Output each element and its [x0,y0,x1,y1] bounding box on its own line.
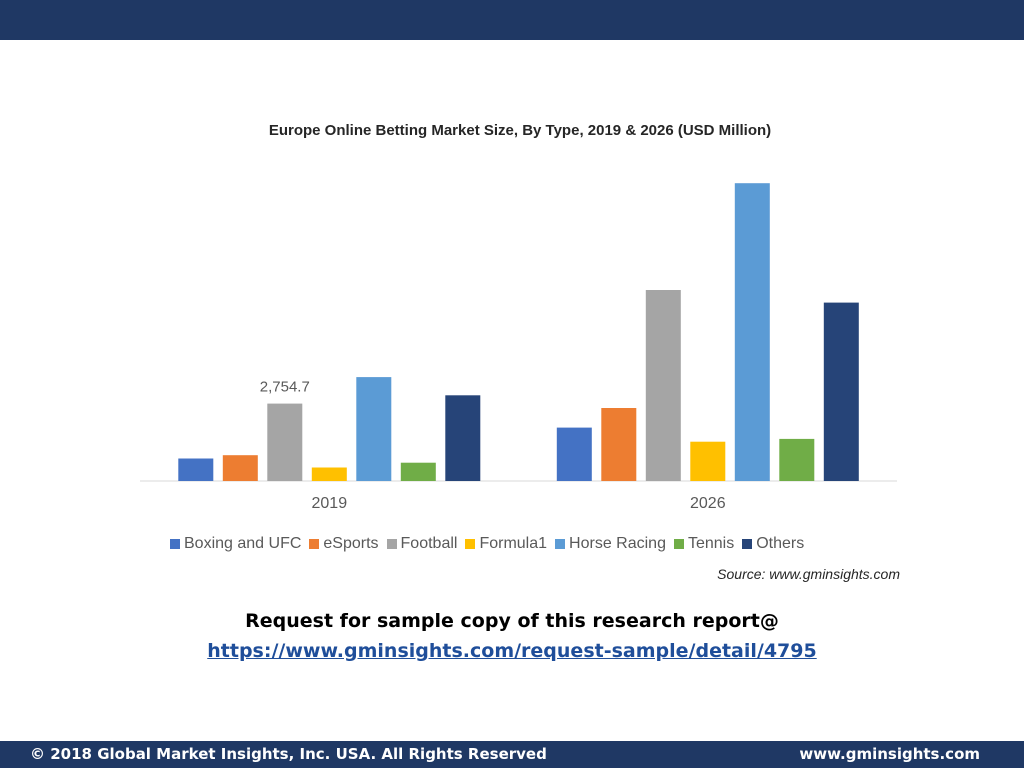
cta-text: Request for sample copy of this research… [245,610,779,632]
legend-label: eSports [323,535,379,552]
legend-swatch [465,539,476,549]
chart-source: Source: www.gminsights.com [717,566,900,582]
x-tick-label: 2019 [312,495,348,512]
bar-formula1-2019 [311,467,347,481]
bar-others-2019 [445,395,481,481]
legend-label: Football [400,535,458,552]
legend-label: Others [756,535,805,552]
bar-chart: 2,754.7 2019 2026 [140,183,897,512]
bar-esports-2019 [222,455,258,481]
bar-tennis-2019 [400,462,436,481]
footer: © 2018 Global Market Insights, Inc. USA.… [0,741,1024,768]
top-banner [0,0,1024,40]
footer-copyright: © 2018 Global Market Insights, Inc. USA.… [30,745,547,763]
bar-boxing-and-ufc-2026 [556,427,592,481]
bar-boxing-and-ufc-2019 [178,458,214,481]
footer-website[interactable]: www.gminsights.com [799,745,980,763]
legend-swatch [170,539,180,549]
legend-swatch [673,539,684,549]
legend-item: Tennis [673,535,735,553]
legend-item: Others [742,535,804,553]
legend-swatch [555,539,566,549]
bar-football-2026 [645,290,681,481]
sample-request-link[interactable]: https://www.gminsights.com/request-sampl… [207,640,817,662]
x-tick-label: 2026 [690,495,726,512]
bar-esports-2026 [601,408,637,481]
chart-title: Europe Online Betting Market Size, By Ty… [268,122,772,139]
legend-item: eSports [309,535,379,553]
bar-horse-racing-2019 [356,377,392,481]
legend-label: Tennis [687,535,735,552]
chart-legend: Boxing and UFC eSports Football Formula1 Hor… [170,535,890,553]
legend-swatch [386,539,397,549]
bar-horse-racing-2026 [734,183,770,481]
legend-label: Formula1 [479,535,548,552]
legend-label: Horse Racing [569,535,666,552]
legend-item: Formula1 [465,535,547,553]
legend-item: Football [386,535,458,553]
legend-swatch [742,539,753,549]
bar-formula1-2026 [690,441,726,481]
legend-swatch [309,539,320,549]
legend-label: Boxing and UFC [184,535,302,552]
legend-item: Horse Racing [555,535,666,553]
cta-section: Request for sample copy of this research… [0,606,1024,666]
bar-tennis-2026 [779,438,815,481]
bar-others-2026 [823,302,859,481]
bar-football-2019 [267,403,303,481]
data-label: 2,754.7 [260,379,310,396]
legend-item: Boxing and UFC [170,535,301,553]
